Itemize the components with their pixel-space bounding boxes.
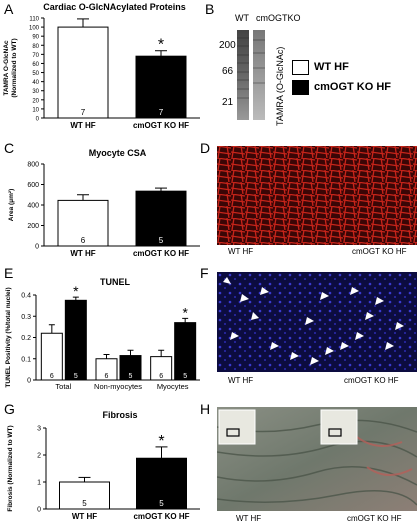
bar-n-label: 6 (81, 236, 86, 245)
y-tick-label: 60 (32, 62, 39, 68)
bar-ko (64, 299, 87, 381)
y-tick-label: 2 (37, 453, 41, 460)
bar-n-label: 6 (50, 373, 54, 380)
x-category-label: Total (55, 382, 71, 391)
panel-c-letter: C (4, 140, 15, 156)
y-tick-label: 100 (29, 26, 40, 32)
y-tick-label: 0.2 (21, 335, 31, 342)
bar-n-label: 5 (159, 236, 164, 245)
micrograph-h-label-wt: WT HF (236, 514, 262, 523)
legend-swatch-ko (292, 80, 309, 95)
bar-n-label: 7 (81, 108, 86, 117)
chart-g: 0 1 2 3 Fibrosis (Normalized to WT) 5 WT HF 5 * c… (7, 425, 200, 521)
x-category-label: cmOGT KO HF (133, 512, 189, 521)
y-tick-label: 90 (32, 35, 39, 41)
y-axis-label: Fibrosis (Normalized to WT) (7, 425, 14, 511)
legend-swatch-wt (292, 60, 309, 75)
bar-n-label: 6 (105, 373, 109, 380)
significance-marker: * (158, 37, 164, 54)
blot-side-label: TAMRA (O-GlcNAc) (275, 46, 285, 126)
mw-marker-21: 21 (222, 97, 234, 108)
bar-n-label: 5 (159, 499, 164, 508)
myocyte-csa-micrograph (217, 146, 417, 245)
y-tick-label: 800 (27, 162, 39, 169)
y-tick-label: 50 (32, 71, 39, 77)
x-category-label: Non-myocytes (94, 382, 142, 391)
panel-h-letter: H (200, 401, 211, 417)
x-category-label: WT HF (72, 512, 97, 521)
panel-g-title: Fibrosis (102, 410, 138, 420)
y-axis-label: (Normalized to WT) (11, 38, 18, 97)
panel-e-title: TUNEL (100, 277, 130, 287)
x-category-label: Myocytes (157, 382, 189, 391)
micrograph-d-label-wt: WT HF (228, 247, 254, 256)
micrograph-d-label-ko: cmOGT KO HF (352, 247, 407, 256)
y-tick-label: 110 (29, 17, 39, 23)
y-tick-label: 0.1 (21, 356, 31, 363)
significance-marker: * (182, 304, 188, 320)
y-tick-label: 600 (27, 182, 39, 189)
y-tick-label: 400 (27, 203, 39, 210)
panel-c-title: Myocyte CSA (88, 148, 147, 158)
chart-c: 0 200 400 600 800 Area (μm²) 6 WT HF 5 cmOGT KO H… (8, 162, 200, 258)
y-tick-label: 1 (37, 480, 41, 487)
y-tick-label: 10 (32, 107, 39, 113)
significance-marker: * (73, 283, 79, 299)
significance-marker: * (158, 433, 164, 450)
micrograph-f-label-wt: WT HF (228, 376, 254, 385)
y-tick-label: 30 (32, 89, 39, 95)
y-axis-label: Area (μm²) (8, 189, 15, 222)
panel-d-letter: D (200, 140, 211, 156)
chart-e: 0 0.1 0.2 0.3 0.4 TUNEL Positivity (%/total n… (5, 283, 200, 391)
x-category-label: cmOGT KO HF (133, 249, 189, 258)
y-tick-label: 40 (32, 80, 39, 86)
y-tick-label: 70 (32, 53, 39, 59)
bar-ko (136, 457, 187, 510)
y-axis-label: TAMRA O-GlcNAc (3, 40, 10, 96)
bar-n-label: 5 (74, 373, 78, 380)
y-axis-label: TUNEL Positivity (%/total nuclei) (5, 287, 12, 387)
mw-marker-66: 66 (222, 66, 234, 77)
panel-a-title: Cardiac O-GlcNAcylated Proteins (43, 2, 186, 12)
lane-label-wt: WT (235, 13, 249, 23)
y-tick-label: 0.4 (21, 293, 31, 300)
micrograph-h-label-ko: cmOGT KO HF (347, 514, 402, 523)
y-tick-label: 80 (32, 44, 39, 50)
legend-label-wt: WT HF (314, 61, 349, 73)
lane-label-ko: cmOGTKO (256, 13, 301, 23)
y-tick-label: 20 (32, 98, 39, 104)
panel-b-letter: B (205, 1, 215, 17)
x-category-label: WT HF (70, 121, 95, 130)
bar-n-label: 5 (129, 373, 133, 380)
y-tick-label: 0.3 (21, 314, 31, 321)
blot-side-label-wrap: TAMRA (O-GlcNAc) (271, 46, 285, 128)
x-category-label: WT HF (70, 249, 95, 258)
panel-g-letter: G (4, 401, 15, 417)
y-tick-label: 0 (35, 244, 39, 251)
bar-n-label: 5 (183, 373, 187, 380)
y-tick-label: 0 (36, 117, 40, 123)
y-tick-label: 200 (27, 223, 39, 230)
y-tick-label: 3 (37, 426, 41, 433)
bar-ko (174, 322, 197, 381)
y-tick-label: 0 (37, 507, 41, 514)
fibrosis-micrograph (217, 407, 417, 511)
western-blot-image (237, 30, 265, 120)
bar-ko (135, 190, 187, 247)
panel-e-letter: E (4, 265, 14, 281)
x-category-label: cmOGT KO HF (133, 121, 189, 130)
bar-n-label: 7 (159, 108, 164, 117)
legend-label-ko: cmOGT KO HF (314, 81, 392, 93)
bar-n-label: 5 (82, 499, 87, 508)
mw-marker-200: 200 (219, 40, 236, 51)
micrograph-f-label-ko: cmOGT KO HF (344, 376, 399, 385)
chart-a: 0 10 20 30 40 50 60 70 80 90 100 110 TAMRA O-GlcNAc(… (3, 17, 200, 130)
tunel-micrograph (217, 272, 417, 372)
y-tick-label: 0 (27, 378, 31, 385)
panel-f-letter: F (200, 265, 209, 281)
panel-a-letter: A (4, 1, 14, 17)
bar-n-label: 6 (159, 373, 163, 380)
bar-wt (57, 26, 109, 119)
